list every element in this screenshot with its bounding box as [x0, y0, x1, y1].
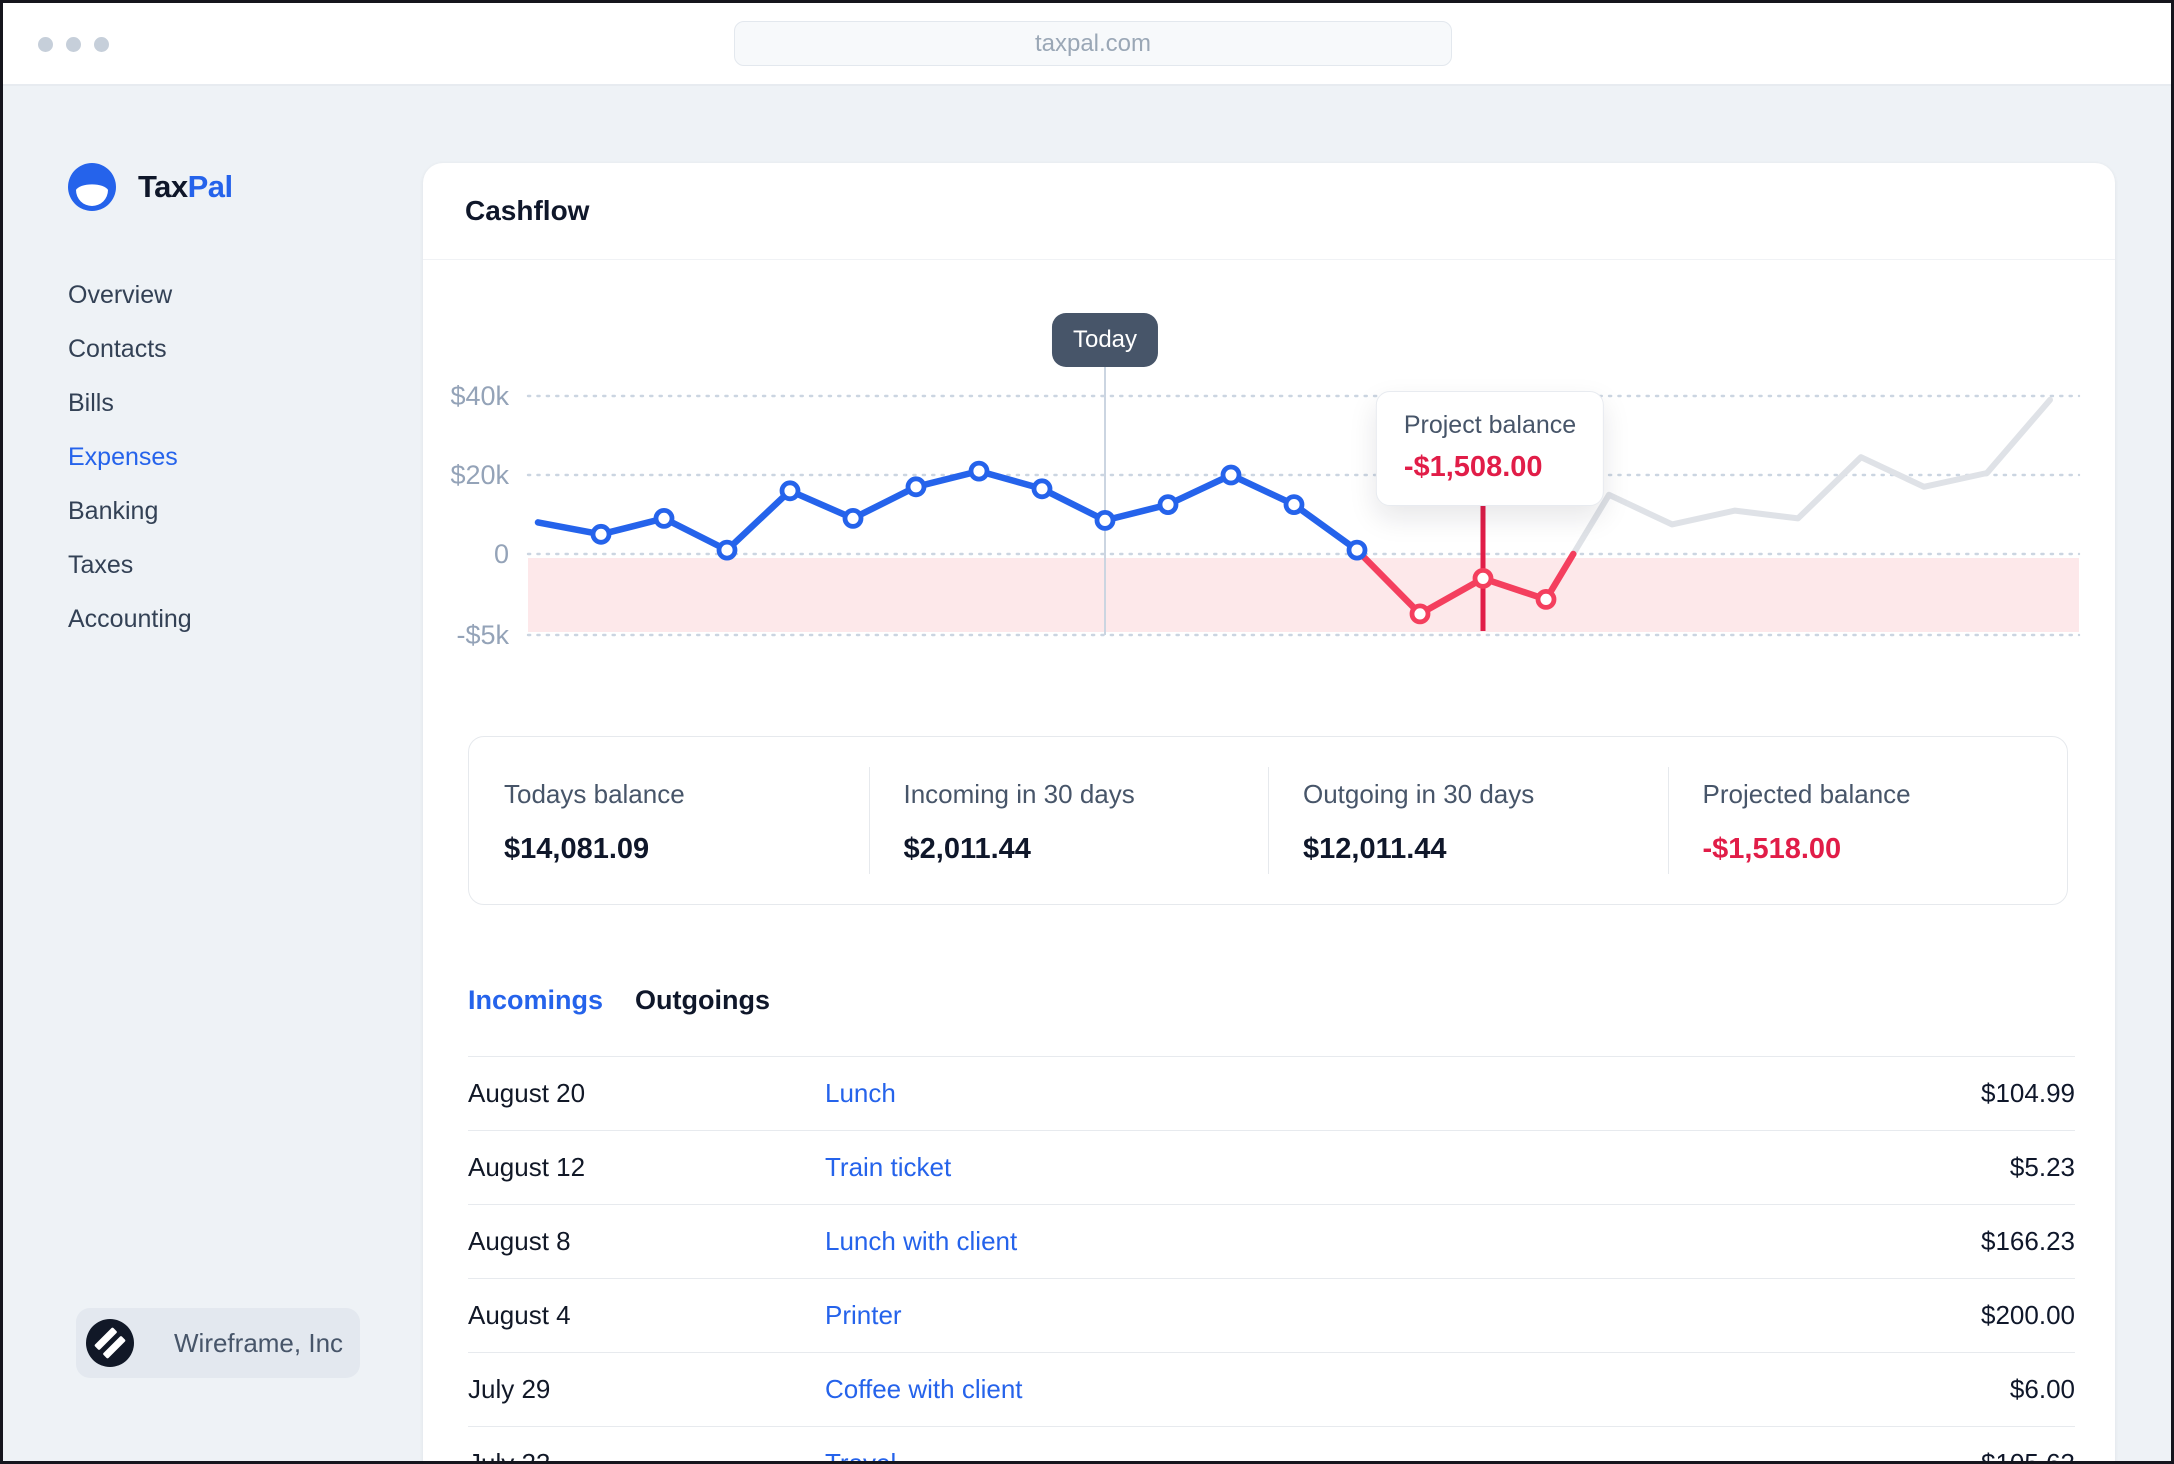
address-bar[interactable]: taxpal.com — [734, 21, 1452, 66]
stat-incoming-30-days: Incoming in 30 days $2,011.44 — [868, 737, 1269, 904]
data-point-marker — [590, 523, 612, 545]
sidebar-item-banking[interactable]: Banking — [68, 497, 159, 525]
window-control-icon — [94, 37, 109, 52]
y-axis-label: $20k — [450, 460, 509, 490]
stat-label: Outgoing in 30 days — [1303, 779, 1535, 809]
data-point-marker — [1346, 539, 1368, 561]
tooltip-value: -$1,508.00 — [1403, 451, 1543, 483]
table-row[interactable]: July 22 Travel $105.63 — [468, 1427, 2075, 1464]
table-row[interactable]: August 12 Train ticket $5.23 — [468, 1131, 2075, 1205]
data-point-marker — [779, 480, 801, 502]
taxpal-logo-icon — [68, 163, 116, 211]
browser-toolbar: taxpal.com — [3, 3, 2171, 86]
transaction-description[interactable]: Printer — [825, 1300, 902, 1330]
transaction-amount: $104.99 — [1981, 1078, 2075, 1108]
transaction-description[interactable]: Lunch — [825, 1078, 896, 1108]
transaction-date: July 22 — [468, 1448, 551, 1464]
transactions-tabs: Incomings Outgoings — [468, 985, 770, 1016]
sidebar-item-taxes[interactable]: Taxes — [68, 551, 134, 579]
table-row[interactable]: August 8 Lunch with client $166.23 — [468, 1205, 2075, 1279]
y-axis-label: $40k — [450, 381, 509, 411]
y-axis-label: -$5k — [456, 620, 509, 650]
table-row[interactable]: July 29 Coffee with client $6.00 — [468, 1353, 2075, 1427]
table-row[interactable]: August 20 Lunch $104.99 — [468, 1057, 2075, 1131]
y-axis-label: 0 — [494, 539, 509, 569]
app-logo-text: TaxPal — [138, 169, 233, 204]
stat-projected-balance: Projected balance -$1,518.00 — [1667, 737, 2068, 904]
window-control-icon — [66, 37, 81, 52]
past-series-line — [534, 467, 1361, 554]
cashflow-chart: $40k $20k 0 -$5k Today Project balance -$1,… — [423, 261, 2115, 721]
stat-value: $12,011.44 — [1303, 833, 1447, 865]
organization-logo-icon — [86, 1319, 134, 1367]
stat-value: -$1,518.00 — [1702, 833, 1842, 865]
data-point-marker — [1472, 567, 1494, 589]
transaction-date: August 20 — [468, 1078, 586, 1108]
stat-label: Projected balance — [1702, 779, 1911, 809]
data-point-marker — [716, 539, 738, 561]
data-point-marker — [968, 460, 990, 482]
card-header: Cashflow — [423, 163, 2115, 260]
data-point-marker — [1220, 464, 1242, 486]
tab-incomings[interactable]: Incomings — [468, 985, 604, 1015]
cashflow-chart-svg: $40k $20k 0 -$5k — [450, 367, 2081, 650]
transaction-date: August 8 — [468, 1226, 571, 1256]
sidebar-item-overview[interactable]: Overview — [68, 281, 173, 309]
data-point-marker — [1157, 494, 1179, 516]
projected-balance-tooltip: Project balance -$1,508.00 — [1375, 391, 1605, 506]
sidebar-item-accounting[interactable]: Accounting — [68, 605, 192, 633]
transaction-description[interactable]: Train ticket — [825, 1152, 952, 1182]
sidebar-item-expenses[interactable]: Expenses — [68, 443, 178, 471]
projected-series-line — [1570, 396, 2053, 557]
transaction-date: July 29 — [468, 1374, 551, 1404]
stat-label: Todays balance — [504, 779, 685, 809]
cashflow-chart-canvas: $40k $20k 0 -$5k — [423, 261, 2115, 721]
stat-value: $2,011.44 — [903, 833, 1031, 865]
negative-zone-band — [528, 558, 2079, 632]
sidebar-item-bills[interactable]: Bills — [68, 389, 114, 417]
today-badge: Today — [1051, 313, 1159, 367]
transaction-description[interactable]: Coffee with client — [825, 1374, 1023, 1404]
data-point-marker — [1283, 494, 1305, 516]
tooltip-title: Project balance — [1403, 411, 1577, 439]
data-point-marker — [1094, 509, 1116, 531]
data-point-marker — [1409, 603, 1431, 625]
data-point-marker — [1535, 588, 1557, 610]
transaction-date: August 4 — [468, 1300, 571, 1330]
summary-stats: Todays balance $14,081.09 Incoming in 30… — [468, 736, 2068, 905]
table-row[interactable]: August 4 Printer $200.00 — [468, 1279, 2075, 1353]
transaction-description[interactable]: Lunch with client — [825, 1226, 1018, 1256]
page-title: Cashflow — [465, 195, 590, 226]
transaction-amount: $166.23 — [1981, 1226, 2075, 1256]
stat-outgoing-30-days: Outgoing in 30 days $12,011.44 — [1268, 737, 1668, 904]
data-point-marker — [1031, 478, 1053, 500]
app-logo[interactable]: TaxPal — [68, 163, 233, 211]
window-control-icon — [38, 37, 53, 52]
cashflow-card: Cashflow $40k $20k 0 -$5k Today Project bal… — [423, 163, 2115, 1464]
transaction-amount: $105.63 — [1981, 1448, 2075, 1464]
data-point-marker — [905, 476, 927, 498]
tab-outgoings[interactable]: Outgoings — [635, 985, 770, 1015]
data-point-marker — [653, 507, 675, 529]
transaction-date: August 12 — [468, 1152, 586, 1182]
sidebar-item-contacts[interactable]: Contacts — [68, 335, 167, 363]
transactions-table: August 20 Lunch $104.99 August 12 Train … — [468, 1056, 2075, 1464]
organization-switcher[interactable]: Wireframe, Inc — [76, 1308, 360, 1378]
sidebar-nav: Overview Contacts Bills Expenses Banking… — [68, 282, 192, 660]
organization-name: Wireframe, Inc — [174, 1327, 344, 1358]
stat-label: Incoming in 30 days — [903, 779, 1135, 809]
transaction-description[interactable]: Travel — [825, 1448, 897, 1464]
transaction-amount: $6.00 — [2009, 1374, 2075, 1404]
transaction-amount: $5.23 — [2009, 1152, 2075, 1182]
transaction-amount: $200.00 — [1981, 1300, 2075, 1330]
data-point-marker — [842, 507, 864, 529]
stat-todays-balance: Todays balance $14,081.09 — [469, 737, 869, 904]
stat-value: $14,081.09 — [504, 833, 650, 865]
